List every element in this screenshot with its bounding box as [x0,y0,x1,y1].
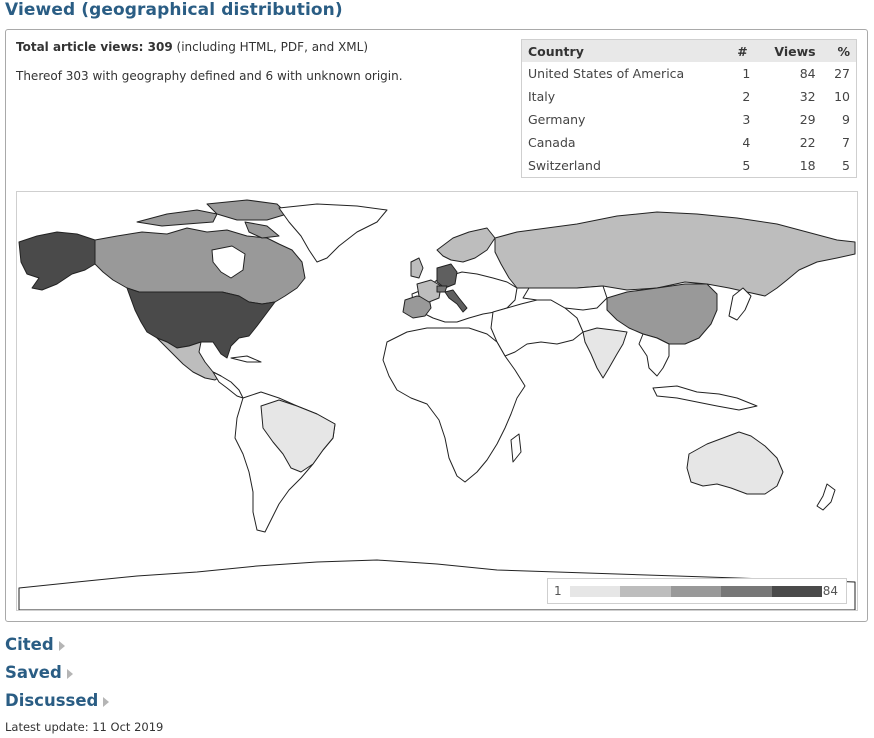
country-views: 22 [799,135,816,150]
legend-color-scale [570,586,823,597]
legend-swatch [670,586,722,597]
country-rank: 3 [742,112,751,127]
map-region-southeast-asia[interactable] [638,333,670,377]
page-title: Viewed (geographical distribution) [5,0,343,20]
header-percent: % [821,39,857,62]
map-region-new-zealand[interactable] [816,483,836,511]
country-percent: 7 [842,135,850,150]
map-region-brazil[interactable] [260,399,336,473]
legend-swatch [620,586,671,597]
table-row: United States of America 1 84 27 [522,62,857,85]
header-rank: # [728,39,757,62]
table-row: Italy 2 32 10 [522,85,857,108]
latest-update: Latest update: 11 Oct 2019 [5,720,164,734]
map-region-france[interactable] [416,279,442,303]
map-region-alaska[interactable] [18,231,96,291]
country-name: Switzerland [528,158,601,173]
map-region-uk[interactable] [410,257,424,279]
legend-swatch [721,586,772,597]
map-region-india[interactable] [582,327,628,379]
map-region-central-america[interactable] [212,371,244,399]
viewed-panel: Total article views: 309 (including HTML… [5,29,868,622]
section-saved-label: Saved [5,663,62,682]
map-region-cuba[interactable] [230,355,262,363]
map-region-madagascar[interactable] [510,433,522,463]
country-rank: 1 [742,66,751,81]
country-percent: 9 [842,112,850,127]
country-views: 32 [799,89,816,104]
legend-min: 1 [554,584,562,598]
geography-detail: Thereof 303 with geography defined and 6… [16,69,403,83]
country-rank: 2 [742,89,751,104]
country-name: Canada [528,135,576,150]
country-name: United States of America [528,66,685,81]
legend-swatch [570,586,621,597]
table-row: Germany 3 29 9 [522,108,857,131]
section-discussed[interactable]: Discussed [5,691,110,710]
expand-arrow-icon [58,640,65,651]
map-legend: 1 84 [547,578,847,604]
world-map-svg[interactable] [17,192,857,610]
country-rank: 4 [742,135,751,150]
country-views: 84 [799,66,816,81]
map-region-italy[interactable] [444,289,468,313]
total-views-label: Total article views: 309 [16,40,173,54]
country-views: 18 [799,158,816,173]
map-region-indonesia[interactable] [652,385,758,411]
section-cited-label: Cited [5,635,54,654]
country-rank: 5 [742,158,751,173]
map-region-russia[interactable] [494,211,856,297]
section-cited[interactable]: Cited [5,635,65,654]
total-views-suffix: (including HTML, PDF, and XML) [172,40,369,54]
header-country: Country [521,39,729,62]
country-percent: 27 [834,66,850,81]
map-region-canada-islands[interactable] [136,199,288,239]
section-discussed-label: Discussed [5,691,99,710]
total-views-summary: Total article views: 309 (including HTML… [16,40,368,54]
map-region-central-asia[interactable] [522,285,608,311]
map-region-scandinavia[interactable] [436,227,496,263]
country-percent: 10 [834,89,850,104]
map-region-china[interactable] [606,283,718,345]
map-region-japan[interactable] [728,287,752,321]
header-views: Views [756,39,822,62]
expand-arrow-icon [66,668,73,679]
table-row: Canada 4 22 7 [522,131,857,154]
country-percent: 5 [842,158,850,173]
country-table: Country # Views % United States of Ameri… [521,39,857,178]
map-region-germany[interactable] [436,263,458,289]
map-region-switzerland[interactable] [436,285,448,293]
country-name: Italy [528,89,556,104]
legend-max: 84 [822,584,838,598]
table-row: Switzerland 5 18 5 [522,154,857,178]
expand-arrow-icon [103,696,110,707]
country-name: Germany [528,112,586,127]
legend-swatch [771,586,823,597]
country-views: 29 [799,112,816,127]
map-region-australia[interactable] [686,431,784,495]
map-hudson-bay [211,245,246,279]
world-map[interactable]: 1 84 [16,191,858,611]
table-header-row: Country # Views % [521,39,857,62]
section-saved[interactable]: Saved [5,663,73,682]
map-region-africa[interactable] [382,327,526,483]
map-region-greenland[interactable] [278,203,388,263]
